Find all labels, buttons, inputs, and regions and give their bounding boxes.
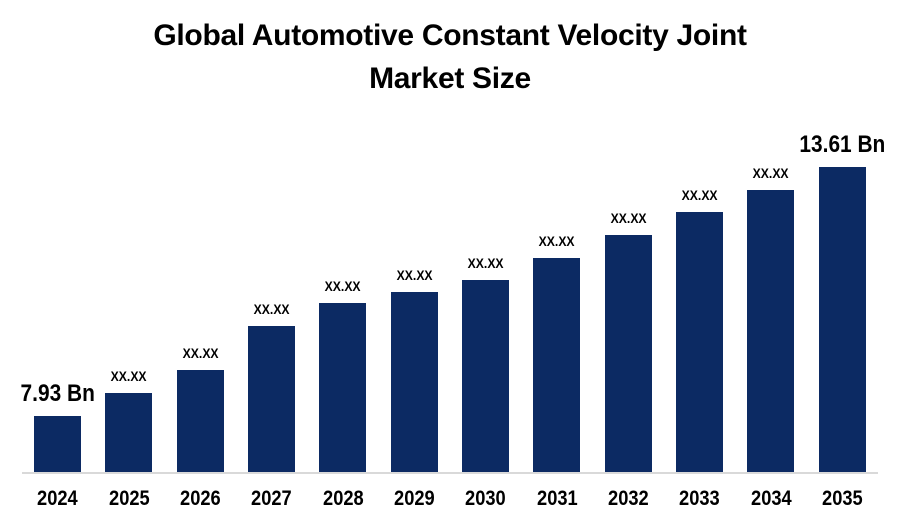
x-axis-tick-text: 2033 bbox=[679, 487, 720, 510]
x-axis-tick-2026: 2026 bbox=[165, 487, 236, 511]
bar-value-label-2032: XX.XX bbox=[608, 209, 649, 226]
x-axis-tick-2034: 2034 bbox=[735, 487, 806, 511]
bar-value-label-text: XX.XX bbox=[752, 164, 789, 181]
bar-value-label-text: XX.XX bbox=[325, 277, 361, 294]
x-axis-tick-text: 2024 bbox=[37, 487, 78, 510]
bar-value-label-2031: XX.XX bbox=[536, 232, 577, 249]
x-axis-tick-text: 2029 bbox=[393, 487, 435, 510]
bar-value-label-text: XX.XX bbox=[681, 186, 718, 203]
bar-group-2024: 7.93 Bn bbox=[21, 380, 95, 472]
bar-value-label-2034: XX.XX bbox=[750, 164, 791, 181]
bar-2029 bbox=[390, 292, 438, 472]
bar-group-2029: XX.XX bbox=[379, 266, 450, 472]
bar-group-2032: XX.XX bbox=[593, 209, 664, 472]
bar-value-label-2035: 13.61 Bn bbox=[793, 130, 892, 158]
bar-value-label-2033: XX.XX bbox=[679, 186, 720, 203]
bar-value-label-2024: 7.93 Bn bbox=[15, 379, 100, 407]
bar-value-label-text: 13.61 Bn bbox=[799, 130, 886, 158]
bar-value-label-text: XX.XX bbox=[182, 344, 219, 361]
bar-2025 bbox=[105, 393, 153, 472]
x-axis-tick-2025: 2025 bbox=[93, 487, 164, 511]
bar-value-label-text: 7.93 Bn bbox=[20, 379, 95, 407]
bar-2026 bbox=[176, 370, 224, 472]
bar-2032 bbox=[604, 235, 652, 472]
bar-group-2026: XX.XX bbox=[165, 344, 236, 472]
bar-2031 bbox=[533, 258, 581, 472]
x-axis-tick-text: 2031 bbox=[536, 487, 578, 510]
x-axis-tick-text: 2034 bbox=[750, 487, 792, 510]
bar-value-label-text: XX.XX bbox=[610, 209, 647, 226]
chart-title-line1: Global Automotive Constant Velocity Join… bbox=[153, 19, 747, 52]
chart-title: Global Automotive Constant Velocity Join… bbox=[0, 14, 900, 100]
x-axis-tick-2033: 2033 bbox=[664, 487, 735, 511]
bar-value-label-2026: XX.XX bbox=[180, 344, 221, 361]
x-axis-tick-labels: 2024 2025 2026 2027 2028 2029 2030 2031 2032 2033… bbox=[22, 487, 878, 511]
bar-group-2025: XX.XX bbox=[93, 367, 164, 472]
bar-group-2033: XX.XX bbox=[664, 186, 735, 472]
bar-group-2031: XX.XX bbox=[521, 232, 592, 472]
bar-2034 bbox=[747, 190, 795, 472]
bar-value-label-2030: XX.XX bbox=[465, 254, 506, 271]
bar-group-2030: XX.XX bbox=[450, 254, 521, 472]
bar-2033 bbox=[676, 212, 724, 472]
x-axis-tick-2035: 2035 bbox=[807, 487, 878, 511]
bar-chart-plot-area: 7.93 Bn XX.XX XX.XX XX.XX XX.XX XX.XX XX.XX XX.… bbox=[21, 120, 885, 472]
chart-title-line2: Market Size bbox=[369, 62, 531, 95]
x-axis-tick-2032: 2032 bbox=[593, 487, 664, 511]
x-axis-tick-2024: 2024 bbox=[22, 487, 93, 511]
bar-value-label-2025: XX.XX bbox=[108, 367, 149, 384]
x-axis-tick-2028: 2028 bbox=[307, 487, 378, 511]
bar-2027 bbox=[248, 326, 296, 472]
x-axis-tick-text: 2025 bbox=[108, 487, 150, 510]
bar-chart: 7.93 Bn XX.XX XX.XX XX.XX XX.XX XX.XX XX.XX XX.… bbox=[21, 120, 886, 511]
bar-value-label-text: XX.XX bbox=[467, 254, 504, 271]
bar-value-label-text: XX.XX bbox=[253, 300, 290, 317]
bar-group-2034: XX.XX bbox=[735, 164, 806, 472]
bar-group-2027: XX.XX bbox=[236, 300, 307, 472]
x-axis-tick-text: 2030 bbox=[465, 487, 506, 510]
x-axis-tick-2031: 2031 bbox=[521, 487, 592, 511]
x-axis-tick-text: 2035 bbox=[821, 487, 863, 510]
x-axis-tick-2029: 2029 bbox=[379, 487, 450, 511]
bar-group-2035: 13.61 Bn bbox=[799, 131, 885, 472]
bar-value-label-text: XX.XX bbox=[539, 232, 575, 249]
bar-value-label-2029: XX.XX bbox=[394, 266, 435, 283]
bar-2035 bbox=[818, 167, 866, 472]
bar-2028 bbox=[319, 303, 367, 472]
x-axis-tick-text: 2028 bbox=[322, 487, 364, 510]
bar-2030 bbox=[462, 280, 510, 472]
x-axis-tick-text: 2026 bbox=[179, 487, 221, 510]
x-axis-tick-2027: 2027 bbox=[236, 487, 307, 511]
x-axis-tick-text: 2027 bbox=[251, 487, 292, 510]
x-axis-tick-2030: 2030 bbox=[450, 487, 521, 511]
bar-group-2028: XX.XX bbox=[307, 277, 378, 472]
x-axis-line bbox=[22, 472, 878, 474]
bar-value-label-text: XX.XX bbox=[396, 266, 433, 283]
bar-value-label-2027: XX.XX bbox=[251, 300, 292, 317]
bar-value-label-text: XX.XX bbox=[111, 367, 147, 384]
bar-2024 bbox=[34, 416, 82, 472]
x-axis-tick-text: 2032 bbox=[607, 487, 649, 510]
bar-value-label-2028: XX.XX bbox=[322, 277, 363, 294]
